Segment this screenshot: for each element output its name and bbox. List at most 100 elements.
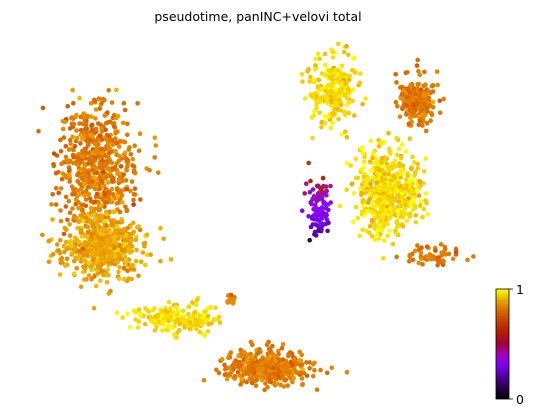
scatter-point — [100, 150, 105, 156]
scatter-point — [300, 382, 305, 388]
scatter-point — [351, 219, 356, 224]
scatter-point — [102, 113, 108, 118]
scatter-point — [299, 352, 305, 358]
scatter-point — [166, 299, 172, 305]
scatter-point — [69, 243, 74, 249]
scatter-point — [75, 157, 80, 163]
scatter-point — [96, 218, 101, 223]
scatter-point — [217, 320, 223, 325]
scatter-point — [401, 98, 406, 103]
scatter-point — [307, 360, 312, 365]
scatter-point — [322, 51, 328, 57]
scatter-point — [92, 98, 98, 104]
scatter-point — [363, 182, 369, 187]
scatter-point — [362, 154, 368, 160]
scatter-point — [85, 224, 91, 230]
scatter-point — [131, 267, 137, 272]
scatter-point — [385, 193, 391, 199]
scatter-point — [121, 100, 127, 106]
scatter-point — [116, 276, 122, 281]
scatter-point — [322, 190, 327, 195]
scatter-point — [106, 189, 112, 195]
scatter-point — [136, 307, 142, 312]
scatter-point — [410, 207, 416, 212]
scatter-point — [77, 192, 82, 197]
scatter-point — [373, 156, 379, 161]
scatter-point — [450, 256, 456, 262]
scatter-point — [314, 387, 320, 393]
scatter-point — [413, 91, 418, 97]
scatter-point — [206, 321, 211, 327]
scatter-point — [430, 83, 436, 88]
scatter-point — [413, 213, 419, 218]
scatter-point — [312, 368, 317, 373]
scatter-point — [418, 250, 424, 255]
scatter-point — [99, 227, 105, 232]
scatter-point — [327, 74, 333, 80]
scatter-point — [329, 81, 335, 86]
scatter-point — [131, 192, 137, 197]
scatter-point — [244, 370, 249, 376]
scatter-point — [91, 305, 97, 311]
scatter-point — [262, 369, 268, 375]
scatter-point — [152, 328, 158, 333]
scatter-point — [49, 202, 54, 207]
scatter-point — [286, 364, 292, 369]
scatter-point — [426, 95, 432, 101]
scatter-point — [365, 174, 370, 180]
scatter-point — [135, 325, 141, 330]
scatter-point — [230, 363, 235, 369]
scatter-point — [421, 93, 427, 98]
scatter-point — [84, 174, 89, 179]
scatter-point — [265, 384, 270, 390]
scatter-point — [324, 370, 330, 376]
scatter-point — [439, 250, 444, 255]
scatter-point — [339, 63, 345, 69]
scatter-point — [114, 87, 119, 93]
scatter-point — [132, 186, 138, 191]
scatter-point — [74, 266, 80, 271]
scatter-point — [66, 198, 72, 204]
scatter-point — [357, 80, 363, 86]
scatter-point — [279, 346, 285, 351]
scatter-point — [319, 120, 325, 125]
scatter-point — [337, 97, 342, 103]
scatter-point — [90, 158, 95, 163]
scatter-point — [81, 241, 86, 247]
scatter-point — [291, 375, 297, 381]
scatter-point — [414, 97, 419, 103]
scatter-point — [116, 247, 121, 253]
scatter-point — [337, 203, 343, 209]
scatter-point — [338, 102, 344, 107]
scatter-point — [133, 258, 139, 264]
scatter-point — [91, 230, 97, 236]
scatter-point — [194, 297, 200, 303]
scatter-point — [131, 167, 137, 173]
scatter-point — [245, 357, 250, 363]
scatter-point — [109, 100, 115, 105]
scatter-point — [423, 128, 429, 134]
scatter-point — [172, 331, 177, 337]
scatter-point — [63, 263, 68, 269]
scatter-point — [423, 156, 429, 162]
scatter-point — [360, 101, 365, 107]
scatter-point — [388, 151, 393, 156]
scatter-point — [408, 186, 414, 192]
scatter-point — [173, 304, 179, 310]
scatter-point — [410, 194, 416, 200]
scatter-point — [92, 235, 98, 241]
scatter-point — [53, 202, 59, 207]
scatter-point — [352, 70, 358, 75]
scatter-point — [343, 93, 348, 98]
scatter-point — [99, 192, 104, 197]
scatter-point — [128, 243, 133, 248]
scatter-point — [361, 174, 367, 180]
scatter-point — [318, 367, 323, 373]
scatter-point — [423, 112, 428, 118]
scatter-point — [400, 222, 405, 227]
scatter-point — [347, 99, 352, 105]
scatter-point — [126, 147, 132, 152]
scatter-point — [380, 178, 385, 184]
scatter-point — [123, 229, 128, 234]
